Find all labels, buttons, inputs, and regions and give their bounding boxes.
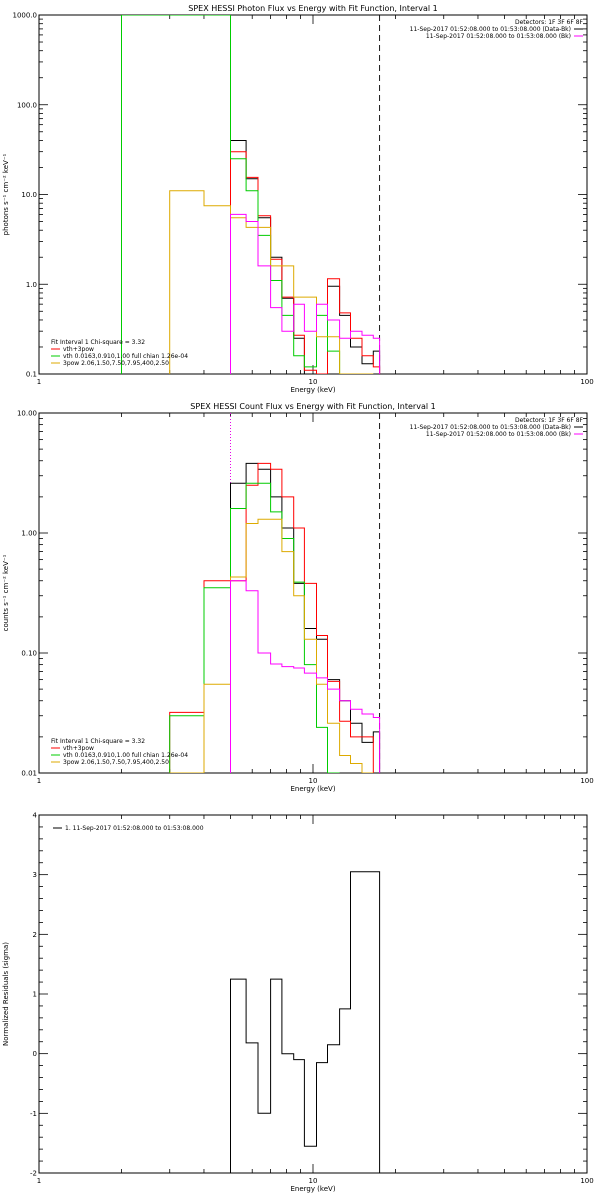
chart-panel-3: 1 10 100 Energy (keV) -2 -1 0 1 2 3 4 Normalized Re… [2, 812, 594, 1194]
x-axis-label: Energy (keV) [290, 785, 335, 793]
legend-entry: 1. 11-Sep-2017 01:52:08.000 to 01:53:08.… [65, 825, 204, 832]
legend-header: Detectors: 1F 3F 6F 8F [515, 417, 584, 424]
fit-legend-header: Fit Interval 1 Chi-square = 3.32 [51, 339, 145, 346]
legend-header: Detectors: 1F 3F 6F 8F [515, 19, 584, 26]
y-tick-label: -1 [30, 1110, 37, 1118]
x-tick-label: 100 [580, 1177, 593, 1185]
data-series-1 [230, 871, 381, 1173]
fit-legend-entry: vth 0.0163,0.910,1.00 full chian 1.26e-0… [63, 353, 188, 360]
fit-legend-entry: 3pow 2.06,1.50,7.50,7.95,400,2.50 [63, 759, 169, 766]
x-tick-label: 100 [580, 777, 593, 785]
y-tick-label: 4 [33, 812, 38, 820]
y-tick-label: 0.01 [21, 770, 37, 778]
data-series-4 [169, 190, 374, 374]
fit-legend-entry: 3pow 2.06,1.50,7.50,7.95,400,2.50 [63, 360, 169, 367]
legend-entry: 11-Sep-2017 01:52:08.000 to 01:53:08.000… [426, 33, 571, 40]
y-axis-label: photons s⁻¹ cm⁻² keV⁻¹ [2, 153, 10, 235]
x-tick-label: 10 [309, 1177, 318, 1185]
x-tick-label: 1 [37, 1177, 41, 1185]
x-tick-label: 1 [37, 777, 41, 785]
y-tick-label: 3 [33, 871, 37, 879]
y-tick-label: 1.00 [21, 530, 37, 538]
y-tick-label: 10.00 [17, 410, 37, 418]
chart-title: SPEX HESSI Count Flux vs Energy with Fit… [190, 402, 435, 411]
x-axis-label: Energy (keV) [290, 386, 335, 394]
legend-entry: 11-Sep-2017 01:52:08.000 to 01:53:08.000… [426, 431, 571, 438]
y-tick-label: 0.1 [26, 371, 37, 379]
y-tick-label: 10.0 [21, 191, 37, 199]
x-axis-label: Energy (keV) [290, 1185, 335, 1193]
y-tick-label: 2 [33, 931, 37, 939]
x-tick-label: 100 [580, 378, 593, 386]
y-tick-label: 0.10 [21, 650, 37, 658]
data-series-3 [121, 15, 341, 374]
legend-entry: 11-Sep-2017 01:52:08.000 to 01:53:08.000… [410, 424, 571, 431]
chart-panel-1: SPEX HESSI Photon Flux vs Energy with Fi… [2, 4, 594, 394]
data-series-5 [230, 213, 381, 374]
y-tick-label: -2 [30, 1170, 37, 1178]
fit-legend-header: Fit Interval 1 Chi-square = 3.32 [51, 738, 145, 745]
y-tick-label: 1.0 [26, 281, 37, 289]
data-series-4 [169, 518, 374, 773]
x-tick-label: 10 [309, 777, 318, 785]
fit-legend-entry: vth+3pow [63, 346, 94, 353]
legend-entry: 11-Sep-2017 01:52:08.000 to 01:53:08.000… [410, 26, 571, 33]
y-tick-label: 1000.0 [13, 12, 38, 20]
fit-legend-entry: vth+3pow [63, 745, 94, 752]
chart-panel-2: SPEX HESSI Count Flux vs Energy with Fit… [2, 402, 594, 793]
y-tick-label: 1 [33, 991, 37, 999]
y-axis-label: Normalized Residuals (sigma) [2, 942, 10, 1046]
y-axis-label: counts s⁻¹ cm⁻² keV⁻¹ [2, 554, 10, 631]
x-tick-label: 10 [309, 378, 318, 386]
y-tick-label: 100.0 [17, 101, 37, 109]
x-tick-label: 1 [37, 378, 41, 386]
fit-legend-entry: vth 0.0163,0.910,1.00 full chian 1.26e-0… [63, 752, 188, 759]
data-series-3 [169, 482, 340, 773]
chart-title: SPEX HESSI Photon Flux vs Energy with Fi… [188, 4, 438, 13]
data-series-5 [230, 580, 381, 773]
y-tick-label: 0 [33, 1050, 37, 1058]
